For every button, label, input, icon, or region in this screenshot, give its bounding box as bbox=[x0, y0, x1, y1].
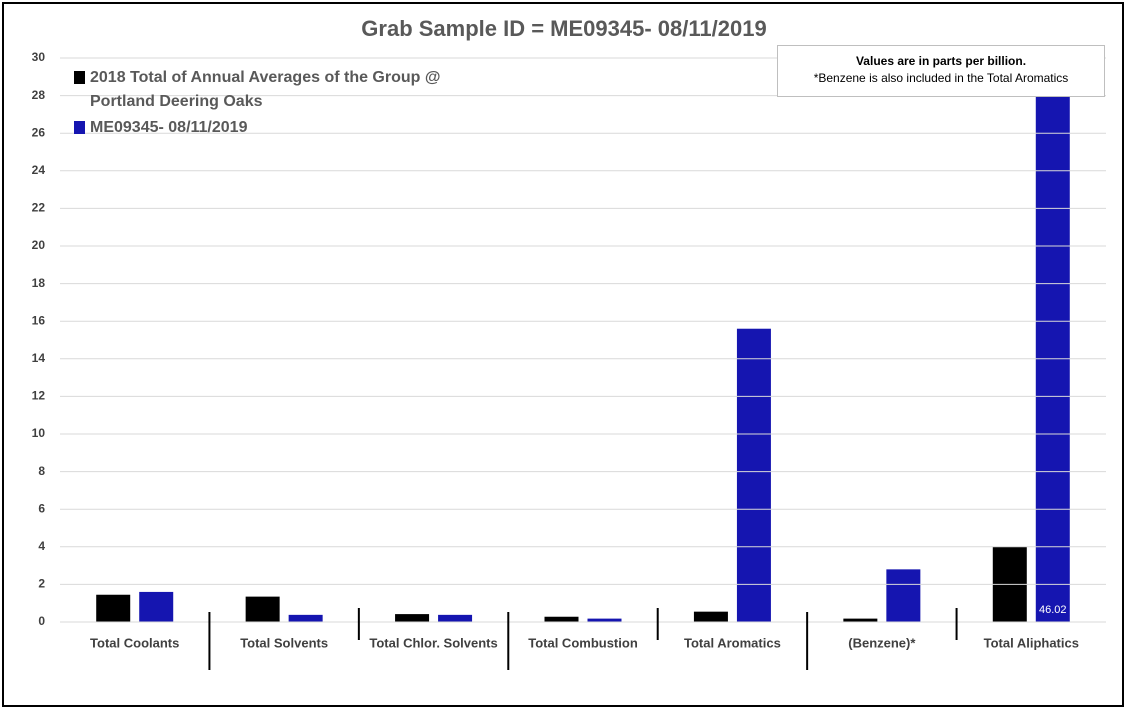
y-tick-label: 28 bbox=[32, 88, 46, 102]
annotation: *Benzene is also included in the Total A… bbox=[813, 71, 1069, 85]
y-tick-label: 30 bbox=[32, 50, 46, 64]
y-tick-label: 16 bbox=[32, 313, 46, 327]
bar bbox=[736, 328, 771, 622]
legend: 2018 Total of Annual Averages of the Gro… bbox=[74, 66, 474, 142]
bar bbox=[96, 594, 131, 622]
bar bbox=[288, 614, 323, 622]
x-tick-label: Total Aromatics bbox=[684, 635, 781, 650]
y-tick-label: 20 bbox=[32, 238, 46, 252]
y-tick-label: 14 bbox=[32, 351, 46, 365]
y-tick-label: 26 bbox=[32, 125, 46, 139]
x-tick-label: (Benzene)* bbox=[848, 635, 916, 650]
legend-label: ME09345- 08/11/2019 bbox=[90, 119, 248, 136]
y-tick-label: 0 bbox=[38, 614, 45, 628]
y-tick-label: 10 bbox=[32, 426, 46, 440]
bar bbox=[395, 614, 430, 622]
y-tick-label: 4 bbox=[38, 539, 45, 553]
bar bbox=[843, 618, 878, 622]
y-tick-label: 22 bbox=[32, 201, 46, 215]
bar bbox=[1035, 58, 1070, 623]
chart-title: Grab Sample ID = ME09345- 08/11/2019 bbox=[361, 16, 766, 41]
y-tick-label: 6 bbox=[38, 501, 45, 515]
plot bbox=[96, 58, 1070, 623]
bar bbox=[245, 596, 280, 622]
x-tick-label: Total Coolants bbox=[90, 635, 179, 650]
bar bbox=[139, 591, 174, 622]
y-tick-label: 8 bbox=[38, 464, 45, 478]
x-tick-label: Total Aliphatics bbox=[984, 635, 1079, 650]
annotation: Values are in parts per billion. bbox=[855, 54, 1027, 68]
x-tick-label: Total Solvents bbox=[240, 635, 328, 650]
legend-swatch bbox=[74, 71, 85, 84]
legend-item: ME09345- 08/11/2019 bbox=[74, 116, 474, 140]
bar bbox=[587, 618, 622, 622]
x-tick-label: Total Chlor. Solvents bbox=[369, 635, 497, 650]
bar bbox=[886, 569, 921, 622]
annotation-box: Values are in parts per billion. *Benzen… bbox=[777, 45, 1105, 97]
bar bbox=[438, 614, 473, 622]
bar bbox=[544, 616, 579, 622]
y-tick-label: 12 bbox=[32, 389, 46, 403]
legend-label: 2018 Total of Annual Averages of the Gro… bbox=[90, 69, 441, 110]
bar bbox=[693, 611, 728, 622]
legend-item: 2018 Total of Annual Averages of the Gro… bbox=[74, 66, 474, 114]
y-tick-label: 24 bbox=[32, 163, 46, 177]
y-tick-label: 18 bbox=[32, 276, 46, 290]
y-tick-label: 2 bbox=[38, 577, 45, 591]
data-label: 46.02 bbox=[1039, 604, 1067, 616]
legend-swatch bbox=[74, 121, 85, 134]
x-tick-label: Total Combustion bbox=[528, 635, 638, 650]
